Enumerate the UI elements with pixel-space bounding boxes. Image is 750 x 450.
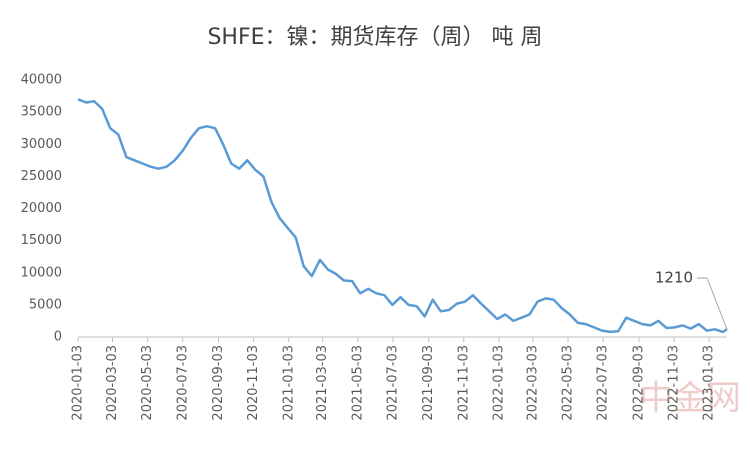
y-tick-label: 25000: [21, 169, 62, 184]
watermark: 中金网: [639, 379, 741, 419]
x-tick-label: 2021-03-03: [315, 345, 330, 421]
x-tick-label: 2020-11-03: [246, 345, 261, 421]
x-tick-label: 2022-09-03: [631, 345, 646, 421]
y-tick-label: 30000: [21, 137, 62, 152]
annotation-label: 1210: [655, 269, 693, 287]
x-tick-label: 2020-05-03: [140, 345, 155, 421]
x-tick-label: 2021-05-03: [350, 345, 365, 421]
x-tick-label: 2021-09-03: [421, 345, 436, 421]
x-tick-label: 2020-07-03: [175, 345, 190, 421]
x-tick-label: 2023-01-03: [702, 345, 717, 421]
x-tick-label: 2021-07-03: [385, 345, 400, 421]
x-tick-label: 2022-11-03: [667, 345, 682, 421]
y-tick-label: 5000: [29, 297, 62, 312]
x-tick-label: 2020-09-03: [211, 345, 226, 421]
y-tick-label: 10000: [21, 265, 62, 280]
annotation-leader: [697, 277, 728, 330]
y-tick-label: 0: [54, 330, 62, 345]
x-tick-label: 2022-07-03: [596, 345, 611, 421]
chart-title: SHFE：镍：期货库存（周） 吨 周: [207, 25, 542, 50]
x-tick-label: 2022-01-03: [491, 345, 506, 421]
y-tick-label: 35000: [21, 105, 62, 120]
x-tick-label: 2020-03-03: [105, 345, 120, 421]
x-tick-label: 2020-01-03: [71, 345, 86, 421]
x-tick-label: 2021-01-03: [281, 345, 296, 421]
y-tick-label: 15000: [21, 233, 62, 248]
x-tick-label: 2022-03-03: [525, 345, 540, 421]
x-tick-label: 2022-05-03: [561, 345, 576, 421]
x-tick-label: 2021-11-03: [456, 345, 471, 421]
y-tick-label: 20000: [21, 201, 62, 216]
data-line: [77, 98, 728, 334]
y-tick-label: 40000: [21, 73, 62, 88]
